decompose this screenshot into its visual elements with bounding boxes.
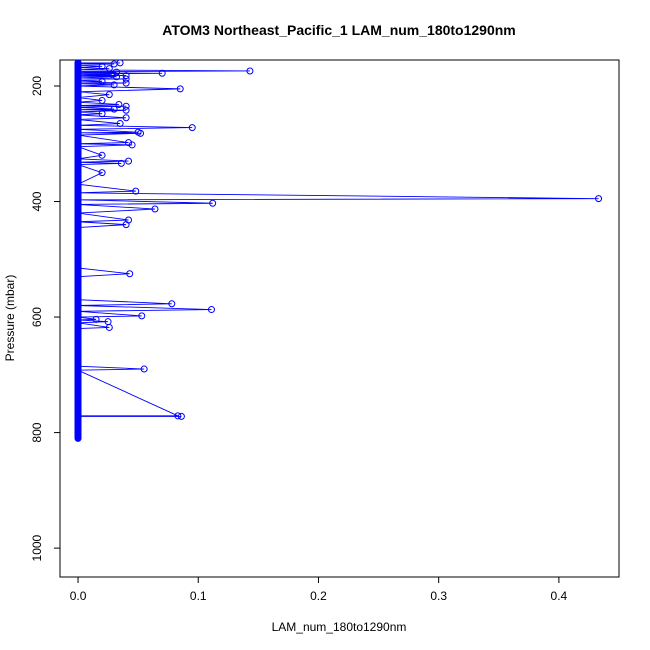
x-tick-label: 0.4 [551,589,568,603]
data-point [98,110,106,118]
data-point [122,114,130,122]
data-point [125,157,133,165]
data-point [209,199,217,207]
data-point [115,100,123,108]
x-axis: 0.0 0.1 0.2 0.3 0.4 [70,577,568,603]
data-point [105,65,113,73]
x-tick-label: 0.1 [190,589,207,603]
y-axis: 200 400 600 800 1000 [30,76,60,561]
data-point [138,312,146,320]
x-axis-label: LAM_num_180to1290nm [272,620,407,634]
y-tick-label: 400 [30,191,44,211]
y-tick-label: 1000 [30,534,44,561]
data-point [246,67,254,75]
y-tick-label: 200 [30,76,44,96]
data-point [174,412,182,420]
data-point [122,102,130,110]
data-point [207,306,215,314]
data-point [176,85,184,93]
data-point [126,270,134,278]
data-point [74,434,82,442]
chart-title: ATOM3 Northeast_Pacific_1 LAM_num_180to1… [162,22,516,38]
data-point [98,62,106,70]
data-point [188,124,196,132]
data-point [110,105,118,113]
data-point [98,151,106,159]
x-tick-label: 0.3 [430,589,447,603]
data-point [158,69,166,77]
data-point [122,106,130,114]
data-point [98,169,106,177]
x-tick-label: 0.2 [310,589,327,603]
data-point [122,72,130,80]
data-point [177,412,185,420]
data-point [122,221,130,229]
x-tick-label: 0.0 [70,589,87,603]
data-point [98,96,106,104]
data-point [125,139,133,147]
data-point [92,315,100,323]
data-point [140,365,148,373]
data-point [137,129,145,137]
y-tick-label: 600 [30,307,44,327]
data-point [132,187,140,195]
data-point [122,79,130,87]
data-point [110,60,118,68]
data-point [128,141,136,149]
data-point [113,73,120,81]
data-point [105,91,113,99]
data-point [98,77,106,85]
data-point [116,120,124,128]
series-line [76,62,599,439]
data-point [168,300,176,308]
data-point [151,205,159,213]
data-point [117,159,125,167]
y-tick-label: 800 [30,422,44,442]
data-point [110,81,118,89]
y-axis-label: Pressure (mbar) [3,275,17,362]
data-point [122,75,130,83]
plot-area-frame [59,59,620,578]
series-layer [74,59,603,442]
data-point [595,195,603,203]
data-point [105,323,113,331]
